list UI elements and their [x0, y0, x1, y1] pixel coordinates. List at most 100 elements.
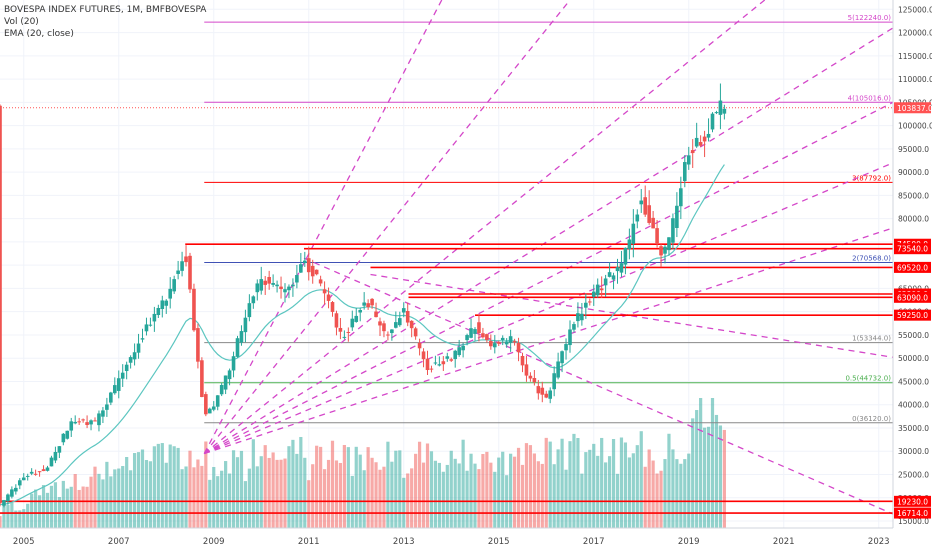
price-tick-label: 110000.0	[898, 75, 932, 84]
volume-bar	[489, 462, 493, 528]
volume-bar	[291, 439, 295, 528]
candle-body	[196, 328, 200, 362]
volume-bar	[354, 446, 358, 528]
candle-body	[366, 303, 370, 308]
level-label: 59250.0	[897, 311, 928, 320]
volume-bar	[600, 437, 604, 528]
volume-bar	[30, 493, 34, 528]
price-tick-label: 35000.0	[898, 424, 929, 433]
candle-body	[544, 393, 549, 398]
candle-body	[394, 322, 398, 328]
candle-body	[120, 372, 125, 379]
candle-body	[101, 410, 105, 417]
volume-bar	[568, 441, 572, 528]
candle-body	[136, 343, 141, 353]
volume-bar	[89, 476, 93, 528]
volume-bar	[512, 456, 517, 528]
horizontal-levels	[0, 243, 893, 514]
volume-bar	[647, 449, 651, 528]
volume-bar	[283, 458, 287, 528]
candle-body	[659, 246, 663, 256]
candle-body	[109, 392, 113, 403]
ema-indicator-label[interactable]: EMA (20, close)	[4, 29, 74, 39]
volume-bar	[220, 470, 224, 528]
fan-line	[203, 101, 894, 455]
volume-bar	[461, 439, 465, 528]
volume-bar	[322, 469, 327, 528]
time-tick-label: 2015	[488, 537, 510, 547]
candle-body	[338, 327, 343, 332]
candle-body	[694, 137, 699, 147]
volume-bar	[22, 509, 26, 528]
candle-body	[576, 313, 580, 322]
candle-body	[722, 108, 727, 114]
time-tick-label: 2011	[298, 537, 320, 547]
candle-body	[556, 361, 560, 378]
volume-bar	[53, 482, 58, 528]
candle-body	[25, 475, 30, 477]
volume-bar	[160, 443, 164, 528]
candle-body	[437, 364, 442, 366]
volume-bar	[516, 447, 521, 528]
candle-body	[397, 318, 402, 326]
candle-body	[124, 364, 129, 372]
candle-body	[10, 489, 14, 497]
candle-body	[540, 387, 545, 395]
volume-bars	[0, 398, 726, 528]
volume-bar	[421, 462, 426, 528]
volume-bar	[105, 461, 109, 528]
candle-body	[663, 246, 667, 254]
candle-body	[188, 255, 192, 290]
volume-bar	[671, 449, 675, 528]
trend-line-down	[303, 257, 894, 515]
candle-body	[453, 350, 458, 360]
candle-body	[148, 324, 153, 326]
volume-bar	[544, 437, 548, 528]
volume-bar	[61, 480, 65, 528]
candle-body	[77, 421, 81, 423]
volume-bar	[667, 433, 671, 528]
volume-bar	[176, 447, 180, 528]
symbol-title[interactable]: BOVESPA INDEX FUTURES, 1M, BMFBOVESPA	[4, 5, 207, 15]
volume-bar	[524, 443, 529, 528]
level-badge	[894, 507, 931, 519]
candle-body	[287, 286, 291, 291]
candle-body	[587, 301, 592, 303]
volume-bar	[584, 452, 588, 528]
time-tick-label: 2007	[108, 537, 130, 547]
price-tick-label: 90000.0	[898, 168, 929, 177]
candle-body	[14, 487, 18, 492]
volume-bar	[532, 453, 536, 528]
volume-bar	[235, 457, 240, 528]
candle-body	[176, 270, 180, 274]
volume-bar	[45, 492, 50, 528]
candle-body	[718, 100, 723, 115]
candle-body	[17, 480, 22, 486]
volume-bar	[26, 503, 30, 528]
candle-body	[97, 413, 101, 426]
volume-bar	[81, 486, 85, 528]
volume-bar	[200, 465, 204, 528]
volume-bar	[168, 444, 172, 528]
price-tick-label: 25000.0	[898, 471, 929, 480]
candle-body	[200, 360, 204, 398]
level-label: 63090.0	[897, 293, 928, 302]
volume-bar	[144, 460, 149, 528]
candle-body	[679, 188, 683, 207]
volume-bar	[497, 457, 501, 528]
candle-body	[65, 430, 70, 439]
volume-bar	[679, 463, 683, 528]
volume-bar	[473, 463, 477, 528]
candle-body	[275, 284, 279, 287]
candle-body	[425, 358, 430, 371]
volume-bar	[623, 442, 628, 528]
candle-body	[227, 370, 232, 380]
level-label: 73540.0	[897, 245, 928, 254]
volume-indicator-label[interactable]: Vol (20)	[4, 17, 39, 27]
candle-body	[390, 329, 394, 334]
candle-body	[489, 341, 493, 347]
candle-body	[706, 133, 711, 138]
candle-body	[132, 352, 137, 360]
